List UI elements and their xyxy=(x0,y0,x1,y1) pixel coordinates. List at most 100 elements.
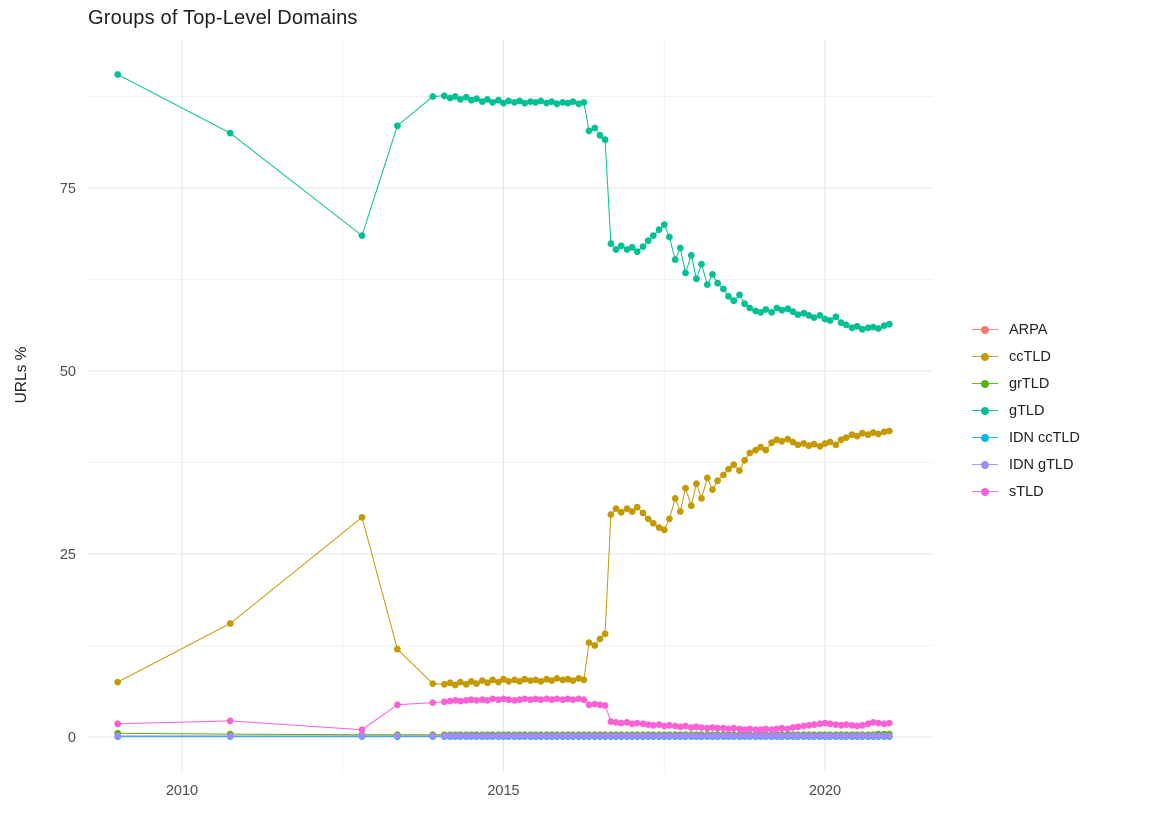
data-point-idn-gtld xyxy=(746,732,754,740)
data-point-gtld xyxy=(585,127,593,135)
data-point-stld xyxy=(730,724,738,732)
data-point-stld xyxy=(709,724,716,731)
data-point-gtld xyxy=(467,96,475,104)
data-point-cctld xyxy=(596,635,604,643)
data-point-cctld xyxy=(429,680,437,687)
data-point-gtld xyxy=(394,122,401,130)
data-point-cctld xyxy=(516,678,523,685)
data-point-cctld xyxy=(773,436,781,444)
data-point-idn-gtld xyxy=(821,732,829,740)
data-point-cctld xyxy=(505,678,512,685)
data-point-cctld xyxy=(682,484,689,492)
data-point-gtld xyxy=(773,304,781,312)
data-point-gtld xyxy=(500,99,507,107)
data-point-idn-gtld xyxy=(720,732,727,740)
data-point-gtld xyxy=(612,246,620,253)
data-point-gtld xyxy=(462,93,470,101)
data-point-cctld xyxy=(500,675,507,683)
data-point-stld xyxy=(495,696,502,704)
data-point-cctld xyxy=(805,442,813,450)
data-point-cctld xyxy=(784,435,792,443)
data-point-stld xyxy=(612,719,620,726)
data-point-stld xyxy=(869,719,877,726)
data-point-stld xyxy=(358,726,366,734)
data-point-gtld xyxy=(768,309,775,316)
data-point-cctld xyxy=(607,511,615,518)
data-point-idn-gtld xyxy=(580,732,588,740)
legend-label: IDN ccTLD xyxy=(1009,429,1080,446)
data-point-stld xyxy=(580,696,588,704)
data-point-stld xyxy=(500,695,507,703)
data-point-gtld xyxy=(623,246,631,253)
data-point-cctld xyxy=(527,677,534,684)
data-point-stld xyxy=(553,695,561,703)
data-point-stld xyxy=(816,720,824,728)
data-point-cctld xyxy=(794,441,802,449)
data-point-idn-gtld xyxy=(858,732,866,740)
data-point-gtld xyxy=(429,93,437,100)
y-tick-label: 75 xyxy=(60,181,76,197)
data-point-gtld xyxy=(762,306,770,313)
data-point-cctld xyxy=(457,678,464,686)
data-point-gtld xyxy=(644,237,652,245)
data-point-stld xyxy=(666,721,673,729)
data-point-idn-gtld xyxy=(628,732,636,740)
data-point-stld xyxy=(527,696,534,704)
data-point-stld xyxy=(693,723,700,731)
data-point-idn-gtld xyxy=(596,732,604,740)
data-point-idn-gtld xyxy=(569,732,577,740)
data-point-idn-gtld xyxy=(495,732,502,740)
data-point-idn-gtld xyxy=(762,732,770,740)
data-point-gtld xyxy=(440,92,448,100)
data-point-gtld xyxy=(473,95,480,103)
data-point-stld xyxy=(462,697,470,704)
data-point-cctld xyxy=(741,456,748,464)
data-point-cctld xyxy=(548,677,556,684)
data-point-cctld xyxy=(462,680,470,688)
data-point-cctld xyxy=(532,676,539,684)
data-point-cctld xyxy=(687,502,695,510)
data-point-gtld xyxy=(666,233,673,241)
data-point-idn-gtld xyxy=(585,732,593,740)
data-point-idn-gtld xyxy=(226,732,234,740)
data-point-gtld xyxy=(778,306,786,314)
data-point-gtld xyxy=(580,99,588,106)
data-point-gtld xyxy=(516,97,523,105)
data-point-stld xyxy=(800,722,808,730)
data-point-idn-gtld xyxy=(682,732,689,740)
data-point-idn-gtld xyxy=(612,732,620,740)
data-point-gtld xyxy=(660,221,668,229)
data-point-idn-gtld xyxy=(655,732,663,740)
data-point-cctld xyxy=(633,503,641,511)
data-point-cctld xyxy=(617,508,625,516)
data-point-idn-gtld xyxy=(741,732,748,740)
data-point-cctld xyxy=(880,428,888,436)
data-point-stld xyxy=(725,725,732,733)
data-point-gtld xyxy=(676,244,684,252)
data-point-gtld xyxy=(511,99,518,106)
data-point-idn-gtld xyxy=(394,732,401,740)
data-point-gtld xyxy=(628,243,636,251)
data-point-cctld xyxy=(736,467,743,474)
data-point-stld xyxy=(784,725,792,733)
data-point-gtld xyxy=(532,99,539,106)
data-point-idn-gtld xyxy=(617,732,625,740)
data-point-gtld xyxy=(720,285,727,293)
data-point-gtld xyxy=(639,243,647,251)
data-point-stld xyxy=(848,721,856,729)
data-point-cctld xyxy=(730,461,738,469)
data-point-stld xyxy=(585,701,593,709)
data-point-idn-gtld xyxy=(607,732,615,740)
data-point-cctld xyxy=(725,465,732,473)
data-point-stld xyxy=(564,695,572,703)
data-point-gtld xyxy=(703,281,711,288)
data-point-idn-gtld xyxy=(649,732,657,740)
data-point-cctld xyxy=(467,678,475,685)
data-point-cctld xyxy=(666,515,673,523)
data-point-cctld xyxy=(580,676,588,684)
data-point-gtld xyxy=(741,300,748,308)
data-point-stld xyxy=(821,719,829,727)
data-point-idn-gtld xyxy=(511,732,518,740)
data-point-stld xyxy=(607,718,615,725)
data-point-cctld xyxy=(853,432,861,440)
